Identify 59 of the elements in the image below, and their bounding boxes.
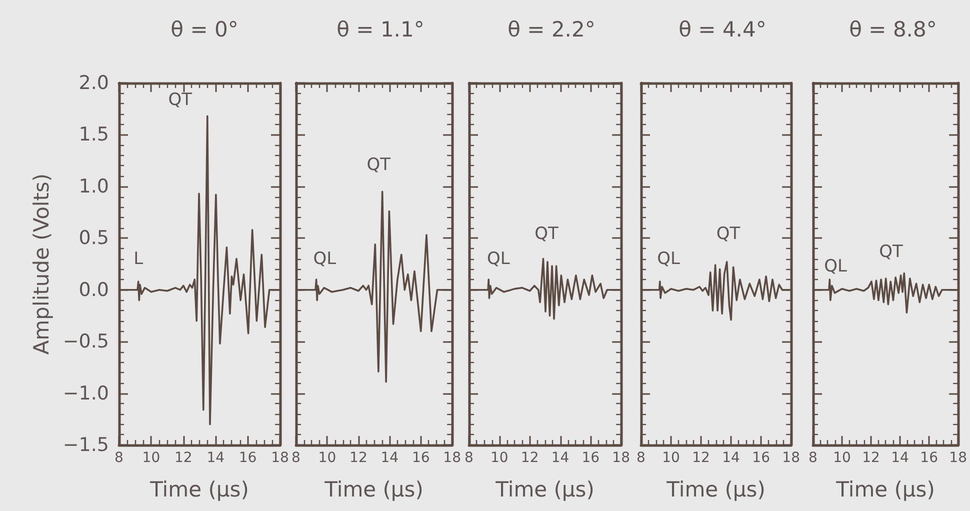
- x-tick-label: 14: [551, 450, 570, 466]
- y-tick-label: 2.0: [78, 72, 109, 94]
- annotation: QT: [366, 155, 392, 175]
- chart-title: θ = 1.1°: [336, 18, 424, 42]
- annotation: QL: [313, 249, 337, 270]
- x-axis-title: Time (μs): [494, 478, 594, 502]
- x-tick-label: 14: [722, 450, 740, 466]
- chart-title: θ = 0°: [170, 18, 238, 42]
- annotation: QL: [487, 249, 510, 270]
- x-tick-label: 10: [490, 450, 508, 466]
- x-axis-title: Time (μs): [666, 478, 766, 502]
- x-tick-label: 10: [318, 450, 336, 466]
- x-tick-label: 10: [142, 450, 160, 466]
- x-tick-label: 8: [114, 450, 124, 466]
- x-tick-label: 16: [582, 450, 600, 466]
- x-tick-label: 12: [862, 450, 880, 466]
- x-axis-title: Time (μs): [149, 478, 249, 502]
- y-axis-title: Amplitude (Volts): [29, 173, 54, 355]
- x-tick-label: 12: [692, 450, 710, 466]
- chart-title: θ = 8.8°: [849, 18, 937, 42]
- x-axis-title: Time (μs): [835, 478, 935, 502]
- y-tick-label: −0.5: [62, 330, 109, 353]
- y-tick-label: 0.5: [78, 227, 109, 250]
- x-tick-label: 18: [782, 450, 800, 466]
- annotation: QT: [879, 242, 904, 262]
- x-tick-label: 12: [174, 450, 192, 466]
- x-tick-label: 10: [833, 450, 851, 466]
- annotation: QT: [168, 90, 193, 110]
- x-tick-label: 18: [271, 450, 289, 466]
- x-tick-label: 14: [380, 450, 399, 466]
- annotation: QT: [534, 224, 559, 244]
- x-tick-label: 18: [949, 450, 968, 466]
- x-axis-title: Time (μs): [324, 478, 424, 502]
- x-tick-label: 18: [612, 450, 630, 466]
- chart-title: θ = 4.4°: [678, 18, 766, 42]
- x-tick-label: 16: [752, 450, 770, 466]
- x-tick-label: 8: [292, 450, 300, 466]
- x-tick-label: 8: [808, 450, 818, 466]
- x-tick-label: 16: [920, 450, 938, 466]
- x-tick-label: 12: [350, 450, 368, 466]
- chart-title: θ = 2.2°: [508, 18, 596, 42]
- annotation: L: [134, 249, 144, 270]
- x-tick-label: 14: [206, 450, 225, 466]
- x-tick-label: 18: [443, 450, 462, 466]
- x-tick-label: 8: [464, 450, 474, 466]
- x-tick-label: 14: [891, 450, 910, 466]
- y-tick-label: 1.5: [78, 124, 109, 146]
- x-tick-label: 10: [662, 450, 680, 466]
- annotation: QL: [824, 256, 848, 276]
- y-tick-label: −1.0: [62, 382, 109, 404]
- x-tick-label: 8: [636, 450, 646, 466]
- x-tick-label: 16: [412, 450, 430, 466]
- annotation: QT: [716, 224, 741, 244]
- y-tick-label: −1.5: [62, 434, 109, 456]
- annotation: QL: [657, 249, 680, 270]
- y-tick-label: 0.0: [78, 278, 109, 301]
- y-tick-label: 1.0: [78, 175, 109, 198]
- x-tick-label: 16: [238, 450, 257, 466]
- x-tick-label: 12: [520, 450, 539, 466]
